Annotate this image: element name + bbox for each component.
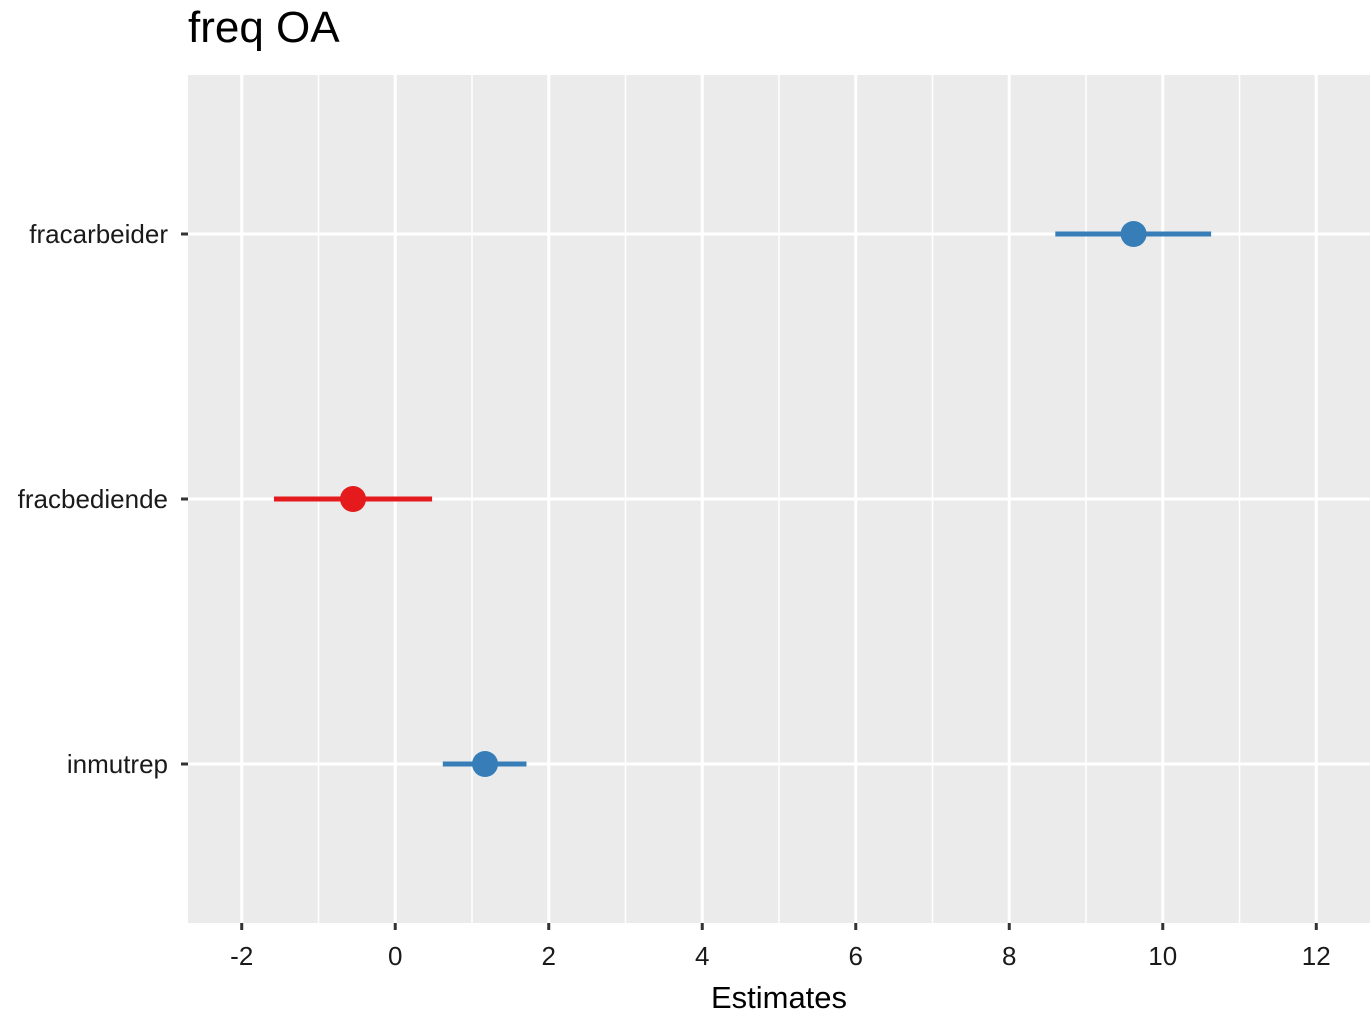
y-axis: fracarbeider fracbediende inmutrep — [18, 219, 188, 779]
estimate-point — [1120, 221, 1147, 247]
x-tick-label: 6 — [849, 941, 863, 971]
x-axis-title: Estimates — [711, 980, 847, 1009]
y-tick-label: fracbediende — [18, 484, 168, 514]
chart-title: freq OA — [188, 3, 340, 52]
x-tick-label: 8 — [1002, 941, 1016, 971]
estimate-point — [472, 751, 499, 777]
x-axis: -2 0 2 4 6 8 10 12 — [230, 923, 1331, 971]
x-tick-label: -2 — [230, 941, 253, 971]
x-tick-label: 12 — [1302, 941, 1331, 971]
estimate-marks — [273, 221, 1212, 777]
x-tick-label: 10 — [1148, 941, 1177, 971]
x-tick-label: 4 — [695, 941, 709, 971]
y-tick-label: fracarbeider — [29, 219, 168, 249]
y-tick-label: inmutrep — [67, 749, 168, 779]
x-tick-label: 0 — [388, 941, 402, 971]
x-tick-label: 2 — [542, 941, 556, 971]
major-gridlines — [188, 75, 1370, 923]
estimate-point — [340, 486, 367, 512]
